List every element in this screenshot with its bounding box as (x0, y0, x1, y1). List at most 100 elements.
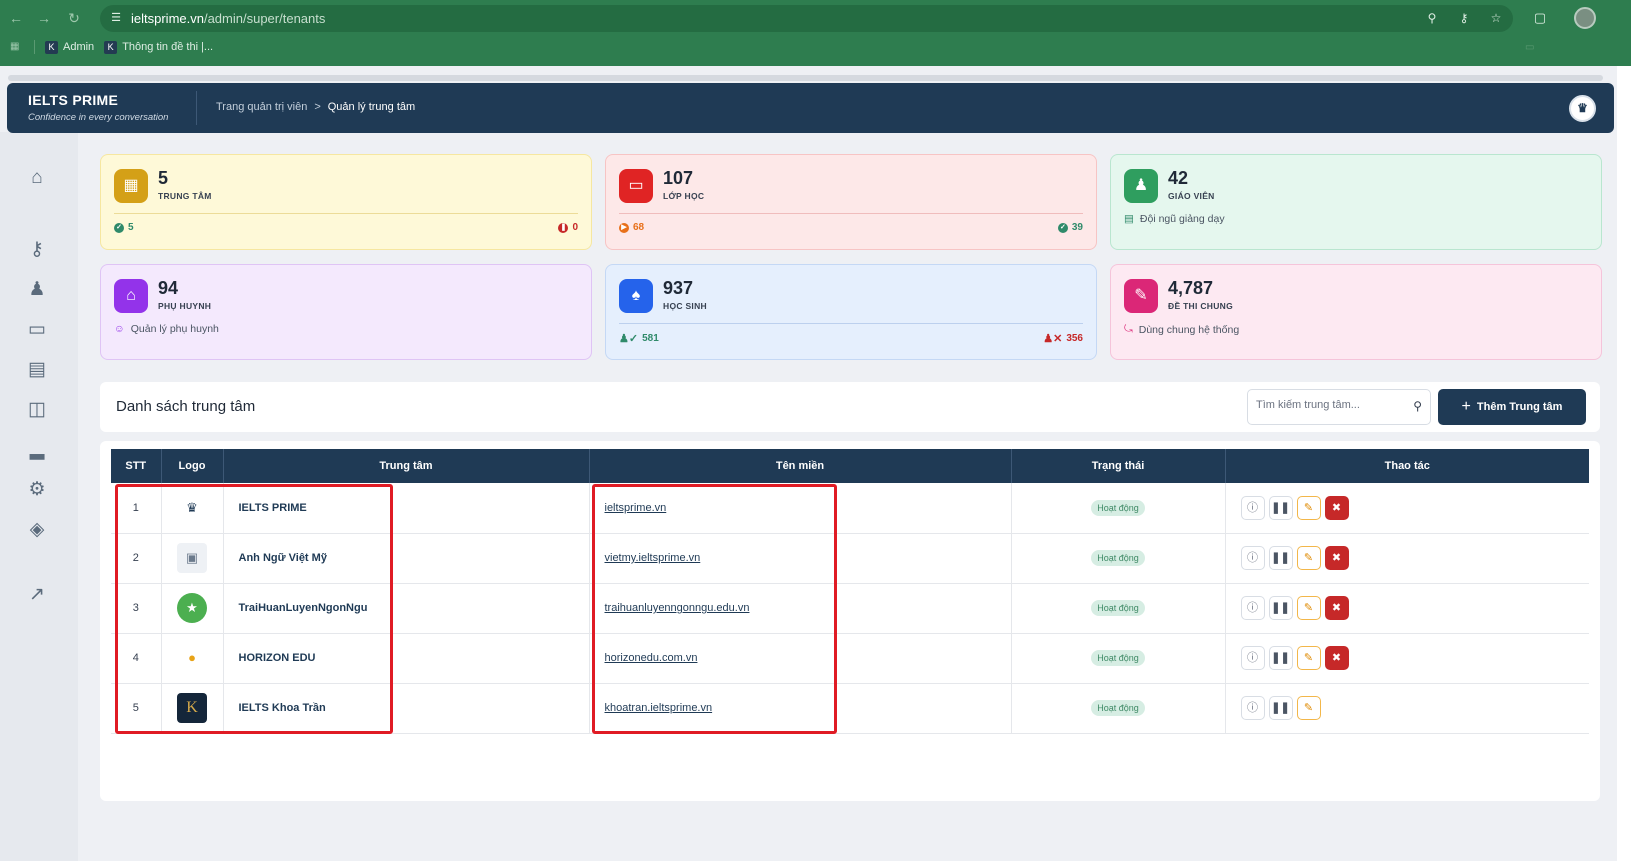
tenant-domain-link[interactable]: vietmy.ieltsprime.vn (604, 552, 701, 564)
edit-button[interactable]: ✎ (1296, 646, 1321, 670)
ielts-prime-logo: ♛ (177, 492, 207, 523)
user-slash-icon: ♟✕ (1043, 333, 1063, 345)
pause-circle-icon: ❚ (558, 222, 569, 233)
tenant-domain-link[interactable]: horizonedu.com.vn (604, 652, 698, 664)
tenant-list-header: Danh sách trung tâm ⚲ + Thêm Trung tâm (100, 382, 1600, 432)
stat-value: 94 (158, 278, 179, 298)
info-button[interactable]: ⓘ (1240, 495, 1265, 520)
stat-label: LỚP HỌC (663, 191, 705, 201)
tenant-name[interactable]: IELTS PRIME (223, 483, 590, 534)
presentation-icon[interactable]: ▭ (28, 319, 46, 340)
top-scrollbar[interactable] (8, 75, 1603, 81)
pause-button[interactable]: ❚❚ (1268, 596, 1293, 620)
pause-button[interactable]: ❚❚ (1268, 546, 1293, 570)
top-header: IELTS PRIME Confidence in every conversa… (7, 83, 1614, 133)
building-icon: ▦ (114, 169, 148, 203)
info-button[interactable]: ⓘ (1240, 646, 1265, 670)
bar-chart-icon[interactable]: ▂ (29, 439, 45, 460)
edit-button[interactable]: ✎ (1296, 596, 1321, 620)
pause-button[interactable]: ❚❚ (1268, 646, 1293, 670)
tenant-name[interactable]: HORIZON EDU (223, 633, 590, 684)
k-logo: K (177, 693, 207, 723)
info-button[interactable]: ⓘ (1240, 596, 1265, 620)
status-badge: Hoạt động (1091, 650, 1145, 666)
status-badge: Hoạt động (1091, 600, 1145, 616)
briefcase-icon[interactable]: ▤ (28, 359, 46, 380)
zoom-icon[interactable]: ⚲ (1427, 11, 1437, 25)
tenant-name[interactable]: IELTS Khoa Trần (223, 683, 590, 734)
apps-grid-icon[interactable]: ▦ (10, 41, 20, 52)
layers-icon[interactable]: ◈ (29, 519, 45, 540)
stat-card-students: ♠ 937 HỌC SINH ♟✓ 581 ♟✕ 356 (605, 264, 1097, 360)
green-emblem-logo: ★ (177, 593, 207, 623)
browser-chrome: ← → ↻ ☰ ieltsprime.vn/admin/super/tenant… (0, 0, 1631, 66)
reload-icon[interactable]: ↻ (68, 10, 80, 26)
stat-card-centers: ▦ 5 TRUNG TÂM ✓ 5 ❚ 0 (100, 154, 592, 250)
delete-button[interactable]: ✖ (1324, 596, 1349, 620)
stat-value: 42 (1168, 168, 1189, 188)
add-tenant-button[interactable]: + Thêm Trung tâm (1438, 389, 1586, 425)
tenant-name[interactable]: TraiHuanLuyenNgonNgu (223, 583, 590, 634)
row-index: 1 (111, 483, 162, 534)
column-header: Tên miền (589, 449, 1012, 483)
search-input[interactable] (1256, 399, 1396, 411)
profile-avatar[interactable] (1574, 7, 1596, 29)
column-header: Logo (161, 449, 224, 483)
forward-icon[interactable]: → (37, 10, 51, 26)
storage-icon[interactable]: ◫ (28, 399, 46, 420)
stat-label: HỌC SINH (663, 301, 707, 311)
edit-button[interactable]: ✎ (1296, 495, 1321, 520)
class-icon: ▭ (619, 169, 653, 203)
bookmarks-folder-icon[interactable]: ▭ (1525, 42, 1535, 53)
row-index: 5 (111, 683, 162, 734)
password-key-icon[interactable]: ⚷ (1459, 11, 1469, 25)
teacher-icon: ♟ (1124, 169, 1158, 203)
url-text[interactable]: ieltsprime.vn/admin/super/tenants (131, 11, 326, 26)
table-row: 5 K IELTS Khoa Trần khoatran.ieltsprime.… (111, 683, 1589, 734)
expand-icon[interactable]: ↗ (29, 584, 45, 605)
brand-name[interactable]: IELTS PRIME (28, 92, 119, 108)
page-scrollbar[interactable] (1617, 66, 1631, 861)
gear-icon[interactable]: ⚙ (28, 479, 46, 500)
breadcrumb-root[interactable]: Trang quản trị viên (216, 101, 308, 113)
play-circle-icon: ▶ (619, 222, 629, 233)
laptop-icon: ▤ (1124, 213, 1134, 225)
add-tenant-label: Thêm Trung tâm (1476, 401, 1563, 413)
status-badge: Hoạt động (1091, 499, 1145, 516)
back-icon[interactable]: ← (9, 10, 23, 26)
stat-value: 5 (158, 168, 169, 188)
search-icon[interactable]: ⚲ (1413, 399, 1422, 413)
header-divider (196, 91, 197, 125)
info-button[interactable]: ⓘ (1240, 546, 1265, 570)
edit-button[interactable]: ✎ (1296, 546, 1321, 570)
column-header: Trung tâm (223, 449, 590, 483)
edit-button[interactable]: ✎ (1296, 696, 1321, 720)
tenant-domain-link[interactable]: ieltsprime.vn (604, 501, 667, 514)
search-box[interactable]: ⚲ (1247, 389, 1431, 425)
user-avatar[interactable]: ♛ (1569, 95, 1596, 122)
tenant-name[interactable]: Anh Ngữ Việt Mỹ (223, 533, 590, 584)
bookmarks-divider (34, 40, 35, 54)
address-bar[interactable]: ☰ ieltsprime.vn/admin/super/tenants ⚲ ⚷ … (100, 5, 1513, 32)
site-settings-icon[interactable]: ☰ (111, 12, 121, 24)
pause-button[interactable]: ❚❚ (1268, 495, 1293, 520)
bookmark-exam-info[interactable]: K Thông tin đề thi |... (104, 40, 213, 54)
info-button[interactable]: ⓘ (1240, 696, 1265, 720)
extensions-icon[interactable]: ▢ (1533, 10, 1547, 25)
app-viewport: ⌂ ⚷ ♟ ▭ ▤ ◫ ▂ ⚙ ◈ ↗ IELTS PRIME Confiden… (0, 66, 1631, 861)
bookmark-star-icon[interactable]: ☆ (1490, 11, 1502, 25)
table-row: 3 ★ TraiHuanLuyenNgonNgu traihuanluyenng… (111, 583, 1589, 634)
bookmark-admin[interactable]: K Admin (45, 40, 94, 54)
tenant-domain-link[interactable]: traihuanluyenngonngu.edu.vn (604, 602, 750, 614)
pause-button[interactable]: ❚❚ (1268, 696, 1293, 720)
delete-button[interactable]: ✖ (1324, 546, 1349, 570)
tenant-domain-link[interactable]: khoatran.ieltsprime.vn (604, 702, 713, 714)
users-icon[interactable]: ♟ (28, 279, 46, 300)
delete-button[interactable]: ✖ (1324, 495, 1349, 520)
bookmarks-bar: ▦ K Admin K Thông tin đề thi |... (10, 40, 213, 54)
key-icon[interactable]: ⚷ (30, 239, 44, 260)
delete-button[interactable]: ✖ (1324, 646, 1349, 670)
home-icon[interactable]: ⌂ (31, 167, 43, 188)
status-badge: Hoạt động (1091, 700, 1145, 716)
breadcrumb-separator: > (314, 101, 321, 113)
